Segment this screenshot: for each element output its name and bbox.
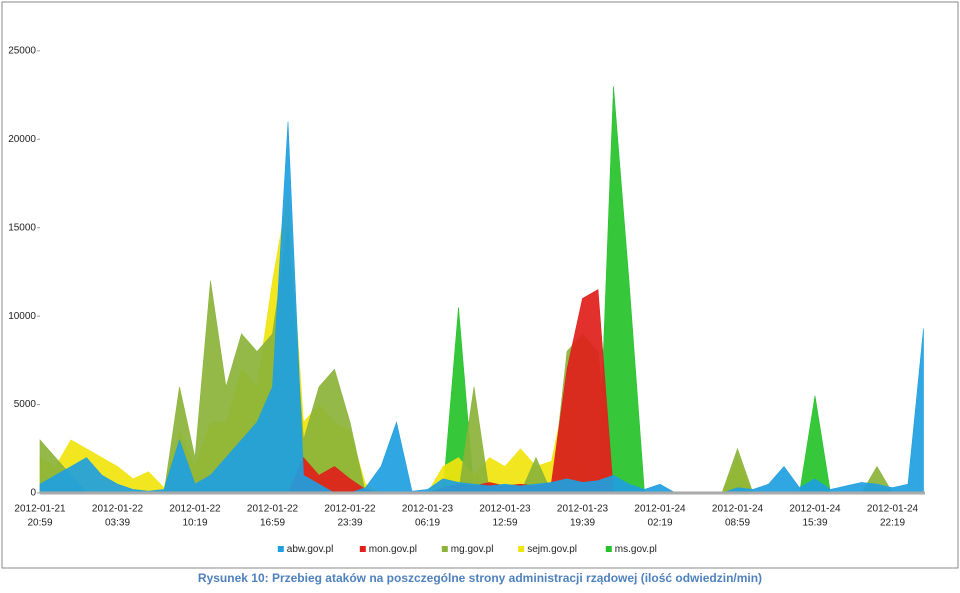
x-tick-label: 15:39	[802, 518, 827, 529]
x-tick-label: 03:39	[105, 518, 130, 529]
x-tick-label: 22:19	[880, 518, 905, 529]
x-tick-label: 02:19	[647, 518, 672, 529]
legend-swatch	[441, 546, 448, 552]
x-tick-label: 2012-01-23	[557, 504, 609, 515]
legend-swatch	[359, 546, 366, 552]
legend-label: mg.gov.pl	[451, 544, 494, 555]
legend-label: sejm.gov.pl	[527, 544, 577, 555]
area	[39, 121, 924, 494]
x-tick-label: 19:39	[570, 518, 595, 529]
y-tick-label: 25000	[8, 46, 36, 57]
caption: Rysunek 10: Przebieg ataków na poszczegó…	[198, 571, 762, 585]
y-tick-label: 15000	[8, 222, 36, 233]
y-tick-label: 0	[30, 488, 36, 499]
x-tick-label: 08:59	[725, 518, 750, 529]
x-tick-label: 12:59	[492, 518, 517, 529]
x-tick-label: 2012-01-24	[789, 504, 841, 515]
legend-label: abw.gov.pl	[287, 544, 334, 555]
y-tick-label: 20000	[8, 134, 36, 145]
x-tick-label: 23:39	[337, 518, 362, 529]
legend-label: mon.gov.pl	[369, 544, 417, 555]
y-tick-label: 5000	[14, 399, 37, 410]
x-tick-label: 2012-01-23	[402, 504, 454, 515]
x-tick-label: 10:19	[182, 518, 207, 529]
legend-swatch	[277, 546, 284, 552]
x-tick-label: 2012-01-23	[479, 504, 531, 515]
x-tick-label: 2012-01-22	[169, 504, 221, 515]
x-tick-label: 2012-01-24	[867, 504, 919, 515]
x-tick-label: 2012-01-24	[712, 504, 764, 515]
x-tick-label: 2012-01-22	[324, 504, 376, 515]
x-tick-label: 2012-01-21	[14, 504, 66, 515]
x-tick-label: 16:59	[260, 518, 285, 529]
legend-swatch	[518, 546, 525, 552]
y-tick-label: 10000	[8, 311, 36, 322]
x-tick-label: 20:59	[27, 518, 52, 529]
legend-swatch	[605, 546, 612, 552]
x-tick-label: 2012-01-22	[92, 504, 144, 515]
x-tick-label: 2012-01-24	[634, 504, 686, 515]
legend-label: ms.gov.pl	[615, 544, 657, 555]
x-tick-label: 2012-01-22	[247, 504, 299, 515]
x-tick-label: 06:19	[415, 518, 440, 529]
